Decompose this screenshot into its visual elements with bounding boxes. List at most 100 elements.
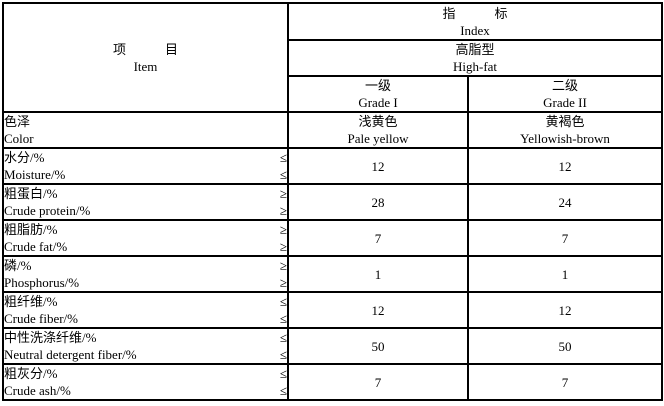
row-label-line-zh: 粗蛋白/% ≥ [4, 186, 287, 202]
row-label-zh: 中性洗涤纤维/% [4, 330, 97, 345]
limit-symbol: ≤ [279, 294, 287, 309]
table-row-color: 色泽 Color 浅黄色 Pale yellow 黄褐色 Yellowish-b… [2, 111, 664, 149]
table-row-crude-ash: 粗灰分/% ≤ Crude ash/% ≤ 7 7 [2, 363, 664, 401]
fat-type-en: High-fat [452, 59, 498, 74]
grade2-header-zh: 二级 [552, 78, 579, 93]
row-label-line-zh: 中性洗涤纤维/% ≤ [4, 330, 286, 346]
row-label-line-zh: 色泽 [4, 114, 286, 130]
item-header-cell: 项 目 Item [2, 2, 289, 113]
row-label-en: Crude fiber/% [4, 311, 79, 326]
row-label-en: Phosphorus/% [4, 275, 80, 290]
row-label-en: Crude protein/% [4, 203, 91, 218]
grade1-value: 7 [374, 230, 382, 246]
item-header-zh: 项 目 [112, 41, 178, 57]
grade2-value: 7 [561, 374, 569, 390]
grade1-value: 28 [371, 194, 385, 210]
row-label-cell: 中性洗涤纤维/% ≤ Neutral detergent fiber/% ≤ [2, 327, 289, 365]
index-header-en: Index [460, 22, 490, 38]
row-label-line-zh: 粗脂肪/% ≥ [4, 222, 287, 238]
grade2-value-cell: 50 [466, 327, 664, 365]
grade1-value-cell: 12 [287, 291, 469, 329]
limit-symbol: ≥ [279, 186, 287, 201]
row-label-en: Color [4, 131, 34, 146]
grade2-value-cell: 黄褐色 Yellowish-brown [466, 111, 664, 149]
row-label-line-en: Crude fiber/% ≤ [4, 310, 287, 326]
limit-symbol: ≥ [279, 275, 287, 290]
row-label-line-en: Color [4, 130, 286, 146]
grade1-value: 1 [374, 266, 382, 282]
grade1-value-cell: 7 [287, 363, 469, 401]
grade2-value-cell: 12 [466, 147, 664, 185]
limit-symbol: ≤ [279, 150, 287, 165]
row-label-cell: 色泽 Color [2, 111, 289, 149]
grade1-value-cell: 12 [287, 147, 469, 185]
table-row-crude-fiber: 粗纤维/% ≤ Crude fiber/% ≤ 12 12 [2, 291, 664, 329]
row-label-en: Crude fat/% [4, 239, 68, 254]
row-label-en: Crude ash/% [4, 383, 71, 398]
grade2-value-en: Yellowish-brown [520, 131, 610, 146]
row-label-cell: 水分/% ≤ Moisture/% ≤ [2, 147, 289, 185]
row-label-line-en: Crude ash/% ≤ [4, 382, 287, 398]
row-label-cell: 粗灰分/% ≤ Crude ash/% ≤ [2, 363, 289, 401]
grade2-value-zh: 黄褐色 [545, 114, 585, 129]
grade2-value: 12 [558, 302, 572, 318]
grade1-value-en: Pale yellow [347, 131, 409, 146]
grade1-header-en: Grade I [358, 95, 398, 110]
row-label-zh: 粗纤维/% [4, 294, 58, 309]
row-label-line-en: Crude protein/% ≥ [4, 202, 286, 218]
fat-type-header-cell: 高脂型 High-fat [286, 39, 664, 77]
row-label-zh: 水分/% [4, 150, 45, 165]
grade2-value-cell: 7 [466, 363, 664, 401]
grade1-value-zh: 浅黄色 [358, 114, 398, 129]
limit-symbol: ≤ [279, 366, 287, 381]
grade2-value: 24 [558, 194, 572, 210]
index-header-cell: 指 标 Index [286, 2, 664, 41]
grade2-header-cell: 二级 Grade II [466, 75, 664, 113]
row-label-en: Moisture/% [4, 167, 66, 182]
grade2-value: 50 [558, 338, 572, 354]
grade1-value-cell: 28 [287, 183, 469, 221]
limit-symbol: ≤ [279, 347, 287, 362]
header-row-grades: 一级 Grade I 二级 Grade II [3, 75, 664, 113]
row-label-zh: 粗蛋白/% [4, 186, 58, 201]
limit-symbol: ≤ [279, 311, 287, 326]
index-header-zh: 指 标 [442, 5, 508, 21]
row-label-line-zh: 粗灰分/% ≤ [4, 366, 287, 382]
row-label-cell: 粗蛋白/% ≥ Crude protein/% ≥ [2, 183, 289, 221]
row-label-line-zh: 水分/% ≤ [4, 150, 287, 166]
row-label-line-en: Moisture/% ≤ [4, 166, 287, 182]
row-label-zh: 粗灰分/% [4, 366, 58, 381]
row-label-zh: 磷/% [4, 258, 32, 273]
limit-symbol: ≤ [279, 167, 287, 182]
row-label-zh: 色泽 [4, 114, 31, 129]
grade2-value-cell: 12 [466, 291, 664, 329]
grade1-value-cell: 1 [287, 255, 469, 293]
table-row-crude-fat: 粗脂肪/% ≥ Crude fat/% ≥ 7 7 [2, 219, 664, 257]
row-label-line-zh: 粗纤维/% ≤ [4, 294, 287, 310]
table-row-moisture: 水分/% ≤ Moisture/% ≤ 12 12 [2, 147, 664, 185]
fat-type-zh: 高脂型 [455, 42, 495, 57]
row-label-line-en: Phosphorus/% ≥ [4, 274, 287, 290]
limit-symbol: ≥ [279, 239, 287, 254]
grade1-value-cell: 7 [287, 219, 469, 257]
grade1-header-zh: 一级 [364, 78, 391, 93]
grade1-value: 7 [374, 374, 382, 390]
row-label-line-en: Neutral detergent fiber/% ≤ [4, 346, 287, 362]
limit-symbol: ≥ [279, 222, 287, 237]
grade2-value: 7 [561, 230, 569, 246]
grade2-value-cell: 7 [466, 219, 664, 257]
grade1-value: 12 [371, 302, 385, 318]
table-row-neutral-detergent-fiber: 中性洗涤纤维/% ≤ Neutral detergent fiber/% ≤ 5… [2, 327, 664, 365]
grade2-value: 12 [558, 158, 572, 174]
grade2-header-en: Grade II [543, 95, 587, 110]
grade2-value-cell: 24 [466, 183, 664, 221]
row-label-cell: 粗纤维/% ≤ Crude fiber/% ≤ [2, 291, 289, 329]
item-header-en: Item [133, 58, 158, 74]
grade2-value: 1 [561, 266, 569, 282]
header-row-index: 项 目 Item 指 标 Index [2, 2, 664, 113]
limit-symbol: ≤ [279, 383, 287, 398]
limit-symbol: ≥ [279, 258, 287, 273]
row-label-zh: 粗脂肪/% [4, 222, 58, 237]
row-label-en: Neutral detergent fiber/% [4, 347, 137, 362]
grade1-value-cell: 50 [287, 327, 469, 365]
